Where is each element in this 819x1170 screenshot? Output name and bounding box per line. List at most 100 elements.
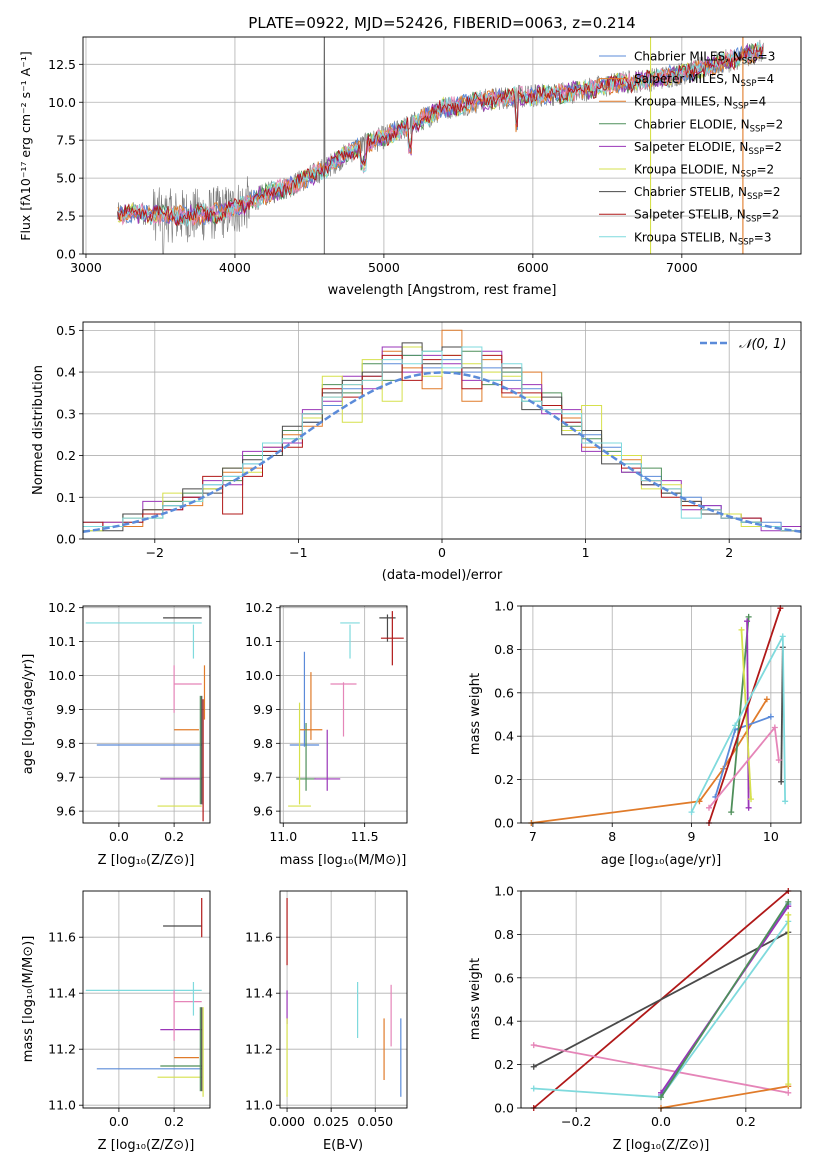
residuals-frame [82, 321, 802, 540]
y-tick-label: 10.0 [48, 95, 76, 110]
x-tick-label: 0.2 [736, 1114, 756, 1129]
y-tick-label: 0.1 [56, 490, 76, 505]
y-tick-label: 11.0 [48, 1098, 76, 1113]
spectrum-panel: 3000 4000 5000 6000 7000 0.0 2.5 5.0 7.5 10.0 12.… [18, 14, 802, 298]
weight-age-xticks: 7 8 9 10 [529, 823, 779, 844]
y-tick-label: 0.2 [494, 1057, 514, 1072]
y-tick-label: 9.6 [253, 804, 273, 819]
spectrum-title: PLATE=0922, MJD=52426, FIBERID=0063, z=0… [248, 14, 635, 32]
mass-weight-line [533, 931, 789, 1068]
x-tick-label: 8 [608, 829, 616, 844]
x-tick-label: 11.5 [351, 829, 379, 844]
spectrum-frame [82, 36, 802, 255]
mass-age-frame [279, 605, 408, 824]
y-tick-label: 0.6 [494, 685, 514, 700]
x-tick-label: 0 [438, 545, 446, 560]
ebv-mass-yticks: 11.0 11.2 11.4 11.6 [245, 930, 280, 1113]
y-tick-label: 11.6 [245, 930, 273, 945]
mass-weight-marker [748, 796, 755, 803]
y-tick-label: 0.2 [494, 772, 514, 787]
mass-age-panel: 11.0 11.5 9.6 9.7 9.8 9.9 10.0 10.1 10.2 mass [… [245, 600, 408, 868]
mass-age-xticks: 11.0 11.5 [269, 823, 379, 844]
weight-z-panel: −0.2 0.0 0.2 0.0 0.2 0.4 0.6 0.8 1.0 Z [log₁₀(Z… [468, 884, 802, 1153]
mass-weight-line [714, 715, 772, 798]
spectrum-legend: Chabrier MILES, NSSP=3 Salpeter MILES, NS… [599, 50, 783, 247]
mass-age-series [288, 611, 404, 807]
y-tick-label: 10.2 [48, 600, 76, 615]
z-age-xticks: 0.0 0.2 [109, 823, 184, 844]
y-tick-label: 1.0 [494, 599, 514, 614]
mass-weight-marker [658, 1094, 664, 1101]
y-tick-label: 10.1 [245, 634, 273, 649]
mass-weight-marker [688, 809, 695, 816]
y-tick-label: 5.0 [56, 171, 76, 186]
mass-weight-marker [744, 618, 751, 625]
y-tick-label: 10.0 [245, 668, 273, 683]
spectrum-series [117, 36, 764, 255]
ebv-mass-xticks: 0.000 0.025 0.050 [269, 1108, 393, 1129]
weight-age-xlabel: age [log₁₀(age/yr)] [601, 853, 722, 868]
residuals-legend: 𝒩(0, 1) [700, 337, 786, 352]
y-tick-label: 10.0 [48, 668, 76, 683]
y-tick-label: 9.8 [253, 736, 273, 751]
y-tick-label: 1.0 [494, 884, 514, 899]
y-tick-label: 2.5 [56, 209, 76, 224]
legend-entry-label: Chabrier STELIB, NSSP=2 [634, 185, 781, 202]
mass-weight-line [660, 1085, 789, 1109]
mass-weight-marker [785, 1089, 792, 1096]
x-tick-label: 6000 [517, 260, 549, 275]
spectrum-yticks: 0.0 2.5 5.0 7.5 10.0 12.5 [48, 57, 83, 262]
residuals-xlabel: (data-model)/error [382, 568, 503, 583]
mass-weight-marker [530, 1085, 537, 1092]
y-tick-label: 0.4 [56, 365, 76, 380]
mass-weight-line [533, 1044, 789, 1094]
z-mass-yticks: 11.0 11.2 11.4 11.6 [48, 930, 83, 1113]
normal-legend-label: 𝒩(0, 1) [739, 337, 786, 352]
mass-weight-line [746, 621, 750, 808]
y-tick-label: 9.9 [253, 702, 273, 717]
mass-weight-marker [728, 809, 735, 816]
y-tick-label: 10.2 [245, 600, 273, 615]
z-age-yticks: 9.6 9.7 9.8 9.9 10.0 10.1 10.2 [48, 600, 83, 819]
model-spectrum-line [117, 43, 764, 227]
y-tick-label: 0.0 [494, 1101, 514, 1116]
mass-weight-marker [779, 633, 786, 640]
y-tick-label: 11.4 [48, 986, 76, 1001]
x-tick-label: 0.025 [313, 1114, 349, 1129]
x-tick-label: 7000 [666, 260, 698, 275]
legend-entry-label: Salpeter STELIB, NSSP=2 [634, 208, 779, 225]
legend-entry-label: Salpeter MILES, NSSP=4 [634, 72, 774, 89]
x-tick-label: 0.2 [164, 829, 184, 844]
z-age-frame [82, 605, 211, 824]
y-tick-label: 9.7 [56, 770, 76, 785]
x-tick-label: 3000 [70, 260, 102, 275]
y-tick-label: 9.7 [253, 770, 273, 785]
weight-z-yticks: 0.0 0.2 0.4 0.6 0.8 1.0 [494, 884, 521, 1116]
y-tick-label: 0.2 [56, 448, 76, 463]
ebv-mass-grid [280, 891, 407, 1108]
weight-z-ylabel: mass weight [468, 958, 483, 1040]
weight-age-grid [521, 605, 801, 824]
mass-age-xlabel: mass [log₁₀(M/M⊙)] [280, 853, 407, 868]
spectrum-ylabel: Flux [fλ10⁻¹⁷ erg cm⁻² s⁻¹ A⁻¹] [18, 51, 33, 240]
x-tick-label: 0.050 [357, 1114, 393, 1129]
y-tick-label: 9.9 [56, 702, 76, 717]
x-tick-label: 0.2 [164, 1114, 184, 1129]
weight-age-frame [520, 605, 802, 824]
mass-weight-marker [705, 804, 712, 811]
x-tick-label: 1 [582, 545, 590, 560]
legend-entry-label: Chabrier MILES, NSSP=3 [634, 50, 775, 67]
y-tick-label: 0.8 [494, 642, 514, 657]
x-tick-label: 0.0 [651, 1114, 671, 1129]
x-tick-label: 11.0 [269, 829, 297, 844]
y-tick-label: 0.5 [56, 323, 76, 338]
mass-weight-marker [530, 1042, 537, 1049]
x-tick-label: 2 [725, 545, 733, 560]
y-tick-label: 11.0 [245, 1098, 273, 1113]
legend-entry-label: Salpeter ELODIE, NSSP=2 [634, 140, 782, 157]
weight-age-series [528, 605, 789, 826]
z-age-ylabel: age [log₁₀(age/yr)] [21, 654, 36, 775]
ebv-mass-panel: 0.000 0.025 0.050 11.0 11.2 11.4 11.6 E(B-V) [245, 890, 408, 1153]
x-tick-label: −2 [146, 545, 164, 560]
